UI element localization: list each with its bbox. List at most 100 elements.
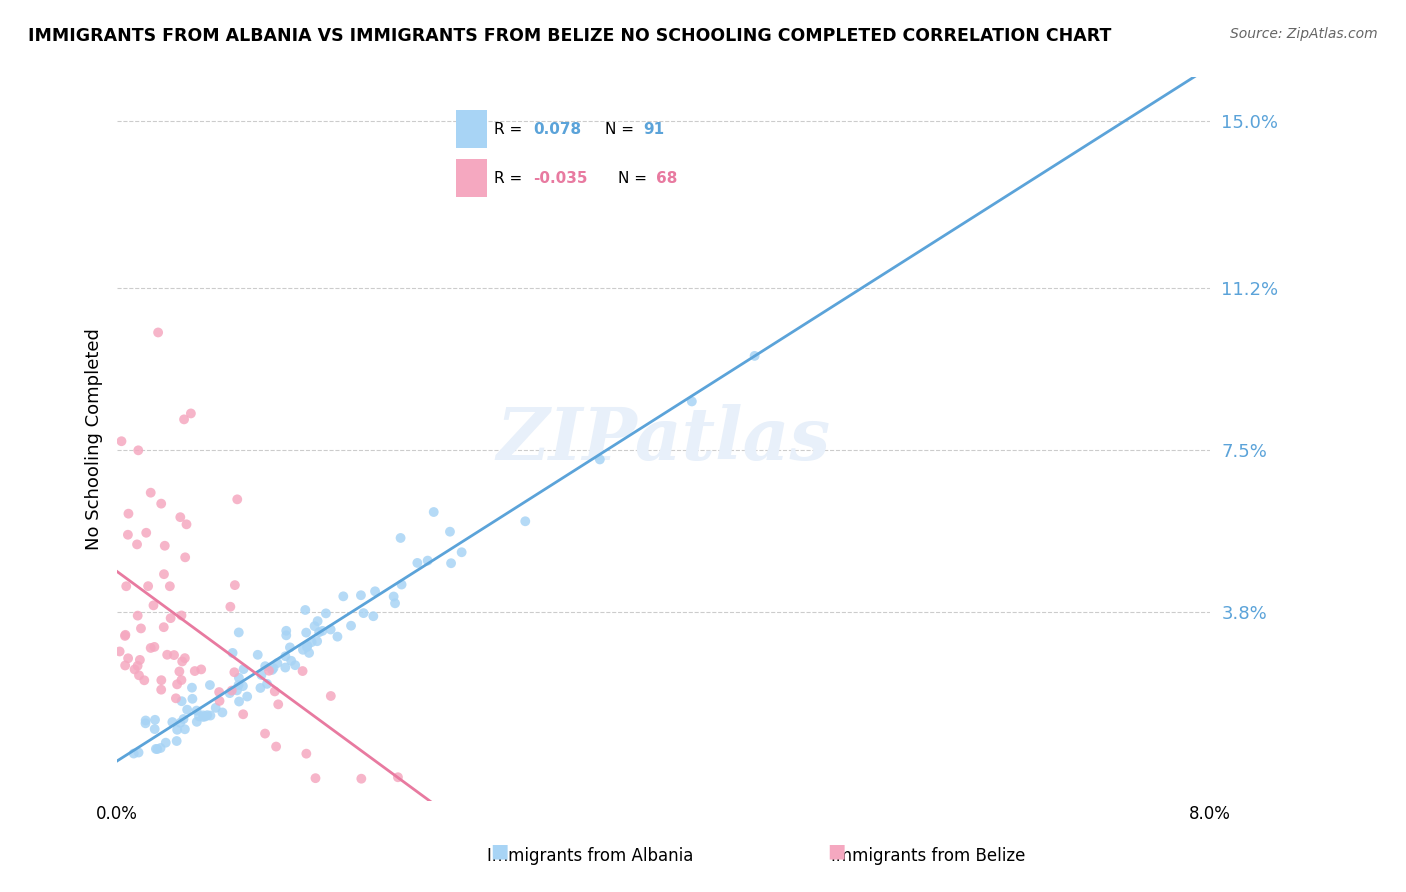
Point <box>291 664 314 678</box>
Point <box>257 664 280 678</box>
Point <box>422 505 444 519</box>
Point <box>304 619 326 633</box>
Point <box>114 629 136 643</box>
Point <box>134 716 156 731</box>
Point <box>128 746 150 760</box>
Point <box>163 648 186 662</box>
Point <box>353 606 375 620</box>
Point <box>256 677 278 691</box>
Point <box>139 640 162 655</box>
Point <box>180 406 202 420</box>
Point <box>364 584 387 599</box>
Point <box>416 553 439 567</box>
Point <box>127 608 149 623</box>
Point <box>166 723 188 737</box>
Point <box>150 682 173 697</box>
Point <box>297 639 319 653</box>
Point <box>350 772 373 786</box>
Point <box>117 507 139 521</box>
Point <box>139 485 162 500</box>
Point <box>326 630 349 644</box>
Point <box>128 653 150 667</box>
Point <box>176 703 198 717</box>
Point <box>363 609 385 624</box>
Point <box>170 673 193 687</box>
Point <box>232 662 254 676</box>
Point <box>173 723 195 737</box>
Point <box>267 698 290 712</box>
Point <box>440 556 463 570</box>
Point <box>228 694 250 708</box>
Point <box>169 510 191 524</box>
Point <box>181 691 204 706</box>
Point <box>159 611 181 625</box>
Point <box>450 545 472 559</box>
Point <box>232 679 254 693</box>
Point <box>311 624 333 638</box>
Point <box>150 673 173 688</box>
Point <box>152 620 174 634</box>
Point <box>156 648 179 662</box>
Point <box>136 579 159 593</box>
Point <box>515 514 537 528</box>
Point <box>194 709 217 723</box>
Point <box>382 590 405 604</box>
Point <box>129 622 152 636</box>
Point <box>262 663 284 677</box>
Point <box>249 681 271 695</box>
Point <box>228 671 250 685</box>
Point <box>439 524 461 539</box>
Point <box>186 714 208 729</box>
Point <box>319 623 342 637</box>
Point <box>315 607 337 621</box>
Point <box>143 722 166 736</box>
Point <box>294 603 316 617</box>
Point <box>117 651 139 665</box>
Point <box>228 678 250 692</box>
Point <box>295 625 318 640</box>
Point <box>150 497 173 511</box>
Point <box>304 771 326 785</box>
Point <box>145 742 167 756</box>
Text: ■: ■ <box>827 842 846 861</box>
Point <box>176 517 198 532</box>
Point <box>219 599 242 614</box>
Point <box>250 668 273 682</box>
Point <box>143 713 166 727</box>
Point <box>221 646 243 660</box>
Point <box>184 664 207 678</box>
Point <box>391 577 413 591</box>
Point <box>744 349 766 363</box>
Point <box>162 714 184 729</box>
Point <box>143 640 166 654</box>
Point <box>276 624 298 638</box>
Point <box>280 654 302 668</box>
Point <box>291 642 314 657</box>
Point <box>181 681 204 695</box>
Point <box>246 648 269 662</box>
Point <box>191 708 214 723</box>
Point <box>170 694 193 708</box>
Point <box>128 668 150 682</box>
Point <box>159 579 181 593</box>
Point <box>236 690 259 704</box>
Point <box>124 662 146 676</box>
Point <box>340 618 363 632</box>
Point <box>681 394 703 409</box>
Point <box>228 625 250 640</box>
Point <box>149 741 172 756</box>
Point <box>170 608 193 623</box>
Point <box>295 640 318 654</box>
Point <box>153 567 176 582</box>
Point <box>263 684 285 698</box>
Point <box>114 658 136 673</box>
Point <box>308 625 330 640</box>
Point <box>173 651 195 665</box>
Point <box>226 683 249 698</box>
Point <box>284 658 307 673</box>
Point <box>298 646 321 660</box>
Point <box>276 628 298 642</box>
Point <box>307 634 329 648</box>
Point <box>319 689 342 703</box>
Point <box>172 655 194 669</box>
